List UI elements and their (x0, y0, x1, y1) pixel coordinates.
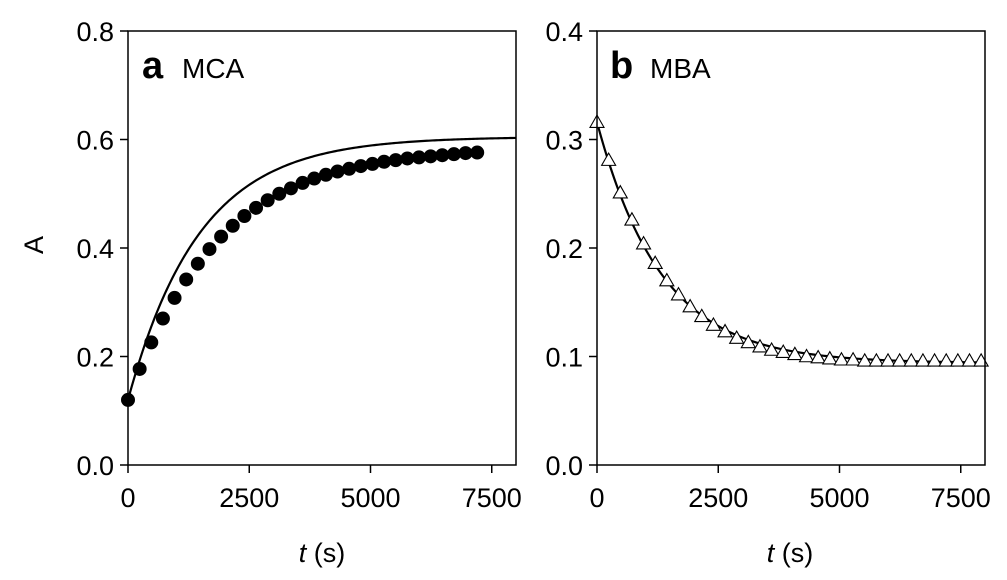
data-point (330, 164, 345, 179)
data-point (190, 256, 205, 271)
data-point (400, 151, 415, 166)
x-axis-label: t (s) (767, 538, 814, 568)
y-tick-label: 0.0 (76, 451, 114, 481)
data-point (926, 352, 943, 367)
data-point (938, 352, 955, 367)
data-point (623, 211, 640, 226)
data-point (717, 323, 733, 338)
panel-a: 0 2500 5000 7500 0.0 0.2 0.4 0.6 0.8 a MCA A t (… (19, 17, 522, 568)
data-point (283, 181, 298, 196)
data-point (260, 193, 275, 208)
data-point (214, 229, 229, 244)
data-point (961, 352, 978, 367)
data-point (423, 149, 438, 164)
data-point (132, 361, 147, 376)
data-point (647, 255, 664, 269)
y-tick-label: 0.2 (545, 234, 583, 264)
data-point (272, 186, 287, 201)
data-point (435, 148, 450, 163)
x-axis-unit: (s) (306, 538, 345, 568)
data-point (856, 352, 873, 367)
y-tick-label: 0.0 (545, 451, 583, 481)
data-point (903, 352, 920, 367)
data-point (891, 352, 908, 367)
data-point (318, 167, 333, 182)
data-point (342, 161, 357, 176)
data-point (693, 308, 710, 323)
data-point (612, 184, 629, 199)
data-point (880, 352, 896, 367)
data-point (728, 329, 745, 344)
panel-letter: a (142, 45, 164, 87)
x-axis-variable: t (767, 538, 776, 568)
panel-name: MBA (650, 53, 711, 84)
data-point (798, 348, 815, 363)
data-point (412, 150, 426, 165)
data-point (845, 351, 862, 366)
data-point (973, 352, 990, 367)
panel-b: 0 2500 5000 7500 0.0 0.1 0.2 0.3 0.4 b MBA t (s) (545, 17, 990, 568)
data-point (377, 154, 392, 169)
x-tick-label: 5000 (809, 483, 869, 513)
data-point (155, 311, 170, 326)
data-point (353, 159, 368, 174)
x-tick-label: 2500 (219, 483, 279, 513)
data-point (658, 272, 675, 287)
data-point (670, 286, 687, 301)
plot-frame (127, 30, 517, 466)
data-point (821, 350, 838, 365)
x-axis-variable: t (299, 538, 308, 568)
data-point (237, 208, 252, 223)
y-tick-label: 0.3 (545, 126, 583, 156)
data-point (365, 156, 380, 171)
y-axis-label: A (19, 236, 49, 254)
data-point (307, 171, 322, 186)
data-point (295, 175, 310, 190)
fit-curve (595, 121, 986, 364)
y-tick-label: 0.6 (76, 126, 114, 156)
y-tick-label: 0.1 (545, 343, 583, 373)
data-point (249, 200, 264, 215)
data-point (470, 145, 485, 160)
data-point (458, 146, 473, 161)
data-point (167, 290, 182, 305)
panel-name: MCA (182, 53, 245, 84)
data-point (144, 335, 159, 350)
y-tick-label: 0.4 (545, 17, 583, 47)
x-axis-unit: (s) (774, 538, 813, 568)
data-point (868, 352, 885, 367)
x-axis-label: t (s) (299, 538, 346, 568)
data-point (446, 147, 461, 162)
data-point (752, 338, 768, 353)
panel-letter: b (610, 45, 633, 87)
data-point (635, 235, 652, 250)
data-point (949, 352, 966, 367)
x-tick-label: 5000 (340, 483, 400, 513)
data-point (786, 346, 803, 361)
fit-curve (126, 136, 517, 401)
data-point (810, 349, 827, 364)
data-point (600, 152, 617, 166)
y-tick-label: 0.2 (76, 343, 114, 373)
data-point (914, 352, 931, 367)
data-point (763, 341, 780, 356)
data-point (775, 344, 792, 358)
data-point (682, 298, 699, 313)
data-point (179, 272, 194, 287)
x-tick-label: 7500 (931, 483, 991, 513)
data-point (833, 351, 850, 366)
data-point (202, 242, 217, 257)
x-tick-label: 7500 (462, 483, 522, 513)
plot-frame (596, 30, 986, 466)
x-tick-label: 2500 (688, 483, 748, 513)
y-tick-label: 0.4 (76, 234, 114, 264)
data-point (388, 153, 403, 168)
data-point (225, 218, 240, 233)
x-tick-label: 0 (589, 483, 604, 513)
x-tick-label: 0 (120, 483, 135, 513)
y-tick-label: 0.8 (76, 17, 114, 47)
data-point (740, 334, 757, 349)
data-point (705, 316, 722, 331)
